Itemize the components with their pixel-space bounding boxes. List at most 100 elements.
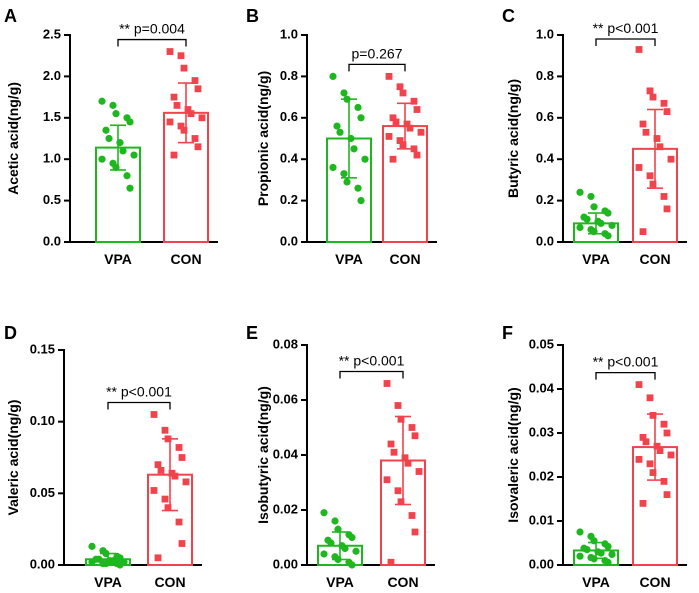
data-point-con (667, 451, 675, 459)
y-tick-label: 0.15 (30, 341, 55, 356)
y-tick-label: 0.6 (280, 109, 298, 124)
data-point-vpa (357, 114, 365, 122)
data-point-vpa (583, 215, 591, 223)
significance-bracket (117, 38, 187, 47)
panel-letter: A (4, 6, 17, 26)
y-tick-label: 0.05 (30, 485, 55, 500)
data-point-vpa (347, 134, 355, 143)
data-point-con (178, 540, 186, 547)
y-tick-label: 0.2 (536, 192, 554, 207)
data-point-con (184, 106, 192, 113)
panel-letter: B (246, 6, 259, 26)
data-point-con (653, 135, 661, 142)
data-point-vpa (587, 192, 595, 201)
data-point-vpa (343, 178, 351, 186)
data-point-vpa (590, 555, 598, 563)
y-tick-label: 0.0 (280, 233, 298, 248)
data-point-vpa (130, 151, 138, 159)
y-tick-label: 0.08 (273, 336, 298, 351)
y-tick-label: 1.5 (43, 109, 61, 124)
y-axis-label: Butyric acid(ng/g) (505, 79, 521, 198)
y-tick-label: 0.00 (30, 556, 55, 571)
data-point-vpa (352, 547, 360, 555)
data-point-vpa (126, 184, 134, 192)
x-tick-label-con: CON (389, 251, 420, 267)
y-tick-label: 0.00 (529, 556, 554, 571)
data-point-con (396, 137, 404, 144)
data-point-vpa (116, 561, 124, 569)
data-point-vpa (320, 550, 328, 558)
data-point-vpa (608, 221, 616, 230)
y-tick-label: 2.0 (43, 68, 61, 83)
data-point-vpa (340, 89, 348, 97)
y-tick-label: 0.0 (43, 233, 61, 248)
data-point-vpa (343, 95, 351, 103)
data-point-con (180, 64, 188, 72)
x-tick-label-vpa: VPA (104, 251, 132, 267)
y-tick-label: 0.02 (529, 468, 554, 483)
significance-label: ** p<0.001 (593, 20, 659, 36)
data-point-con (166, 48, 174, 55)
data-point-con (394, 402, 402, 409)
data-point-vpa (102, 126, 110, 134)
data-point-vpa (327, 539, 335, 547)
significance-label: ** p<0.001 (106, 384, 172, 400)
data-point-con (194, 143, 202, 151)
data-point-con (394, 487, 402, 495)
data-point-con (191, 77, 199, 84)
data-point-vpa (604, 232, 612, 240)
data-point-vpa (348, 533, 356, 542)
data-point-vpa (88, 542, 96, 550)
y-tick-label: 0.04 (273, 446, 299, 461)
y-tick-label: 0.8 (280, 68, 298, 83)
data-point-vpa (354, 184, 362, 192)
data-point-vpa (102, 549, 110, 558)
data-point-vpa (597, 549, 605, 557)
data-point-vpa (590, 537, 598, 545)
data-point-con (180, 126, 188, 134)
data-point-con (387, 440, 395, 448)
data-point-con (385, 73, 393, 80)
data-point-con (385, 133, 393, 140)
data-point-con (639, 228, 647, 236)
data-point-con (170, 93, 178, 101)
data-point-vpa (341, 544, 349, 553)
significance-label: ** p=0.004 (119, 21, 185, 37)
data-point-con (635, 46, 643, 53)
x-tick-label-vpa: VPA (582, 251, 610, 267)
y-tick-label: 0.5 (43, 192, 61, 207)
data-point-con (639, 500, 647, 507)
data-point-con (413, 151, 421, 159)
x-tick-label-con: CON (154, 574, 185, 590)
data-point-con (413, 106, 421, 113)
data-point-vpa (109, 101, 117, 109)
data-point-vpa (334, 555, 342, 564)
data-point-con (663, 491, 671, 498)
data-point-con (406, 124, 414, 132)
data-point-vpa (329, 72, 337, 80)
y-axis-label: Isobutyric acid(ng/g) (255, 386, 271, 524)
data-point-vpa (354, 103, 362, 112)
y-tick-label: 0.2 (280, 192, 298, 207)
significance-bracket (339, 370, 404, 379)
data-point-vpa (604, 558, 612, 566)
data-point-con (389, 155, 397, 163)
data-point-con (187, 110, 195, 118)
data-point-vpa (576, 552, 584, 560)
x-tick-label-con: CON (639, 251, 670, 267)
data-point-con (191, 135, 199, 142)
data-point-con (411, 432, 419, 440)
y-tick-label: 1.0 (280, 26, 298, 41)
data-point-con (656, 447, 664, 454)
data-point-vpa (105, 134, 113, 143)
data-point-con (403, 120, 411, 128)
data-point-con (408, 512, 416, 519)
x-tick-label-con: CON (170, 251, 201, 267)
data-point-con (389, 114, 397, 122)
data-point-con (646, 460, 654, 468)
data-point-vpa (126, 118, 134, 126)
panel-letter: D (4, 323, 17, 343)
data-point-con (660, 420, 668, 428)
data-point-con (646, 87, 654, 95)
